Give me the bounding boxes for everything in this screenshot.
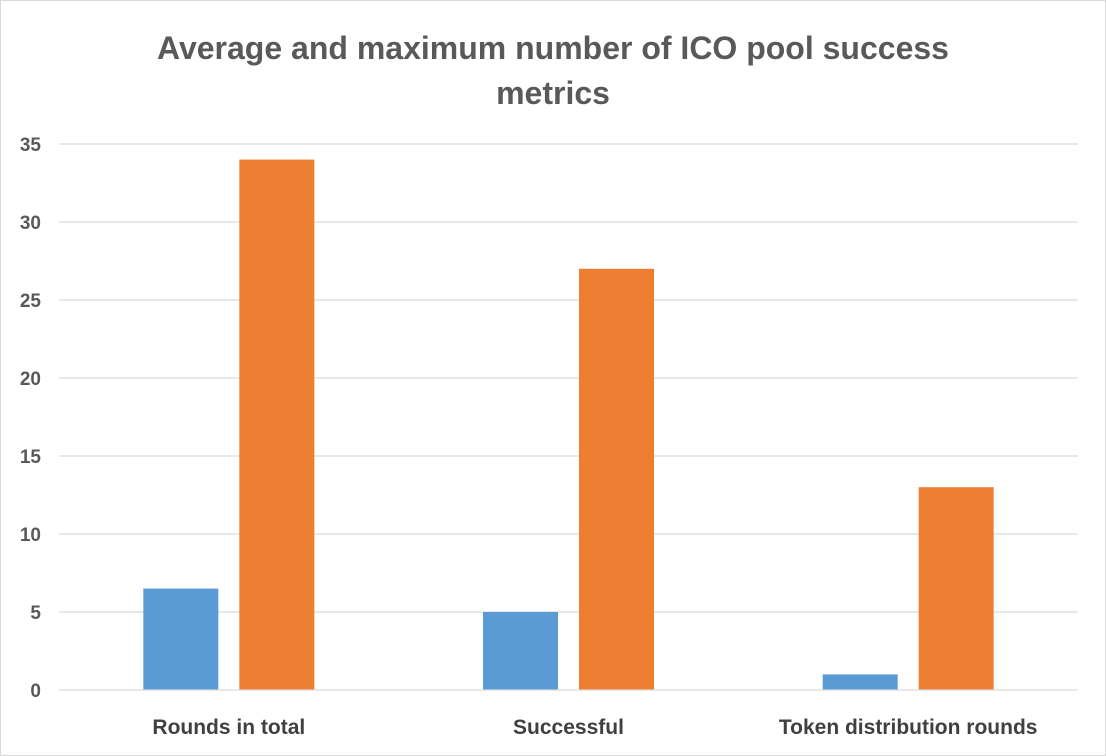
bar-series-1-category-3 xyxy=(822,674,898,690)
x-axis-category-labels: Rounds in total Successful Token distribut… xyxy=(152,716,1037,739)
y-tick-label: 15 xyxy=(20,447,42,468)
bar-series-2-category-2 xyxy=(579,268,654,690)
y-tick-label: 25 xyxy=(20,291,42,312)
chart-title-line-2: metrics xyxy=(496,75,610,111)
y-tick-label: 20 xyxy=(20,369,41,390)
x-category-label: Token distribution rounds xyxy=(779,716,1038,739)
bars xyxy=(143,159,994,691)
bar-series-2-category-3 xyxy=(918,487,994,690)
gridlines xyxy=(59,143,1078,613)
y-tick-label: 35 xyxy=(20,135,42,156)
x-category-label: Rounds in total xyxy=(152,716,305,739)
chart-title: Average and maximum number of ICO pool s… xyxy=(157,30,949,111)
y-tick-label: 10 xyxy=(20,525,41,546)
y-tick-label: 5 xyxy=(30,603,41,624)
y-tick-label: 30 xyxy=(20,213,41,234)
bar-series-1-category-1 xyxy=(143,588,219,690)
y-axis-tick-labels: 0 5 10 15 20 25 30 35 xyxy=(20,135,42,702)
chart-title-line-1: Average and maximum number of ICO pool s… xyxy=(157,30,949,66)
bar-series-1-category-2 xyxy=(483,612,558,690)
x-category-label: Successful xyxy=(513,716,624,739)
y-tick-label: 0 xyxy=(30,681,41,702)
bar-series-2-category-1 xyxy=(239,159,315,691)
